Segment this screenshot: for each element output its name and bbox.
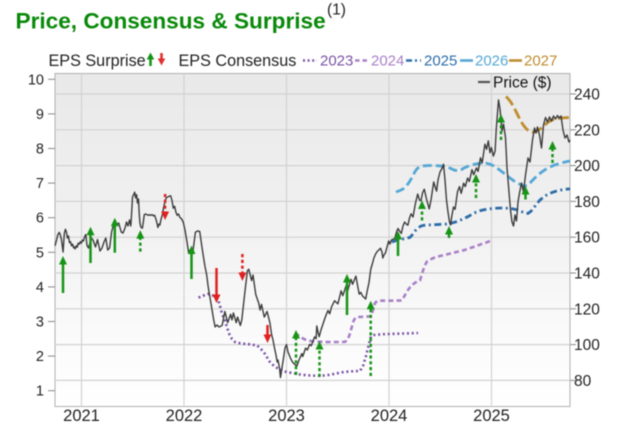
svg-text:140: 140 xyxy=(574,266,600,283)
svg-text:120: 120 xyxy=(574,301,600,318)
svg-text:2025: 2025 xyxy=(424,53,457,70)
svg-text:Price ($): Price ($) xyxy=(493,75,552,92)
svg-text:3: 3 xyxy=(36,315,44,331)
svg-text:2: 2 xyxy=(36,349,44,365)
svg-text:220: 220 xyxy=(574,122,600,139)
svg-text:EPS Consensus: EPS Consensus xyxy=(179,52,297,70)
svg-text:(1): (1) xyxy=(327,2,346,19)
svg-text:2026: 2026 xyxy=(475,53,508,70)
svg-text:4: 4 xyxy=(36,280,44,296)
svg-text:100: 100 xyxy=(574,337,600,354)
svg-text:1: 1 xyxy=(36,384,44,400)
svg-text:2023: 2023 xyxy=(268,407,305,425)
svg-text:180: 180 xyxy=(574,194,600,211)
svg-text:2024: 2024 xyxy=(371,407,408,425)
svg-text:240: 240 xyxy=(574,87,600,104)
svg-text:2024: 2024 xyxy=(371,53,404,70)
svg-text:7: 7 xyxy=(36,176,44,192)
svg-text:5: 5 xyxy=(36,245,44,261)
svg-text:200: 200 xyxy=(574,158,600,175)
svg-text:2025: 2025 xyxy=(473,407,510,425)
svg-text:2023: 2023 xyxy=(320,53,353,70)
svg-text:Price, Consensus & Surprise: Price, Consensus & Surprise xyxy=(16,9,326,34)
svg-text:2022: 2022 xyxy=(166,407,203,425)
svg-text:EPS Surprise: EPS Surprise xyxy=(49,52,146,70)
svg-text:8: 8 xyxy=(36,142,44,158)
svg-text:2021: 2021 xyxy=(63,407,100,425)
svg-text:80: 80 xyxy=(574,373,592,390)
svg-text:160: 160 xyxy=(574,230,600,247)
svg-text:9: 9 xyxy=(36,107,44,123)
svg-text:10: 10 xyxy=(28,72,44,88)
svg-text:2027: 2027 xyxy=(524,53,557,70)
svg-text:6: 6 xyxy=(36,211,44,227)
